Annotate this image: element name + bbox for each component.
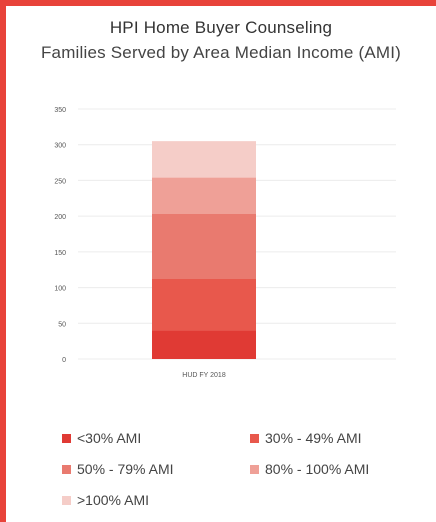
legend-item-50-79: 50% - 79% AMI [62,461,174,477]
legend-item-30-49: 30% - 49% AMI [250,430,362,446]
legend-swatch [250,464,259,474]
bar-segment [152,330,256,359]
y-tick-label: 50 [58,321,66,328]
bar-segment [152,177,256,214]
y-tick-label: 200 [54,214,66,221]
bar-segment [152,141,256,178]
legend-label: <30% AMI [77,430,142,446]
chart-card: HPI Home Buyer Counseling Families Serve… [6,6,436,522]
y-tick-label: 350 [54,107,66,114]
legend-swatch [62,464,71,474]
bar-segment [152,279,256,331]
y-tick-label: 250 [54,178,66,185]
legend-item-over-100: >100% AMI [62,492,149,508]
y-tick-label: 300 [54,143,66,150]
chart-title: HPI Home Buyer Counseling [109,18,333,37]
bar-segment [152,214,256,279]
legend-swatch [250,433,259,443]
y-tick-label: 0 [62,357,66,364]
legend-label: 80% - 100% AMI [265,461,370,477]
legend-swatch [62,433,71,443]
chart-subtitle: Families Served by Area Median Income (A… [40,43,402,62]
legend-label: >100% AMI [77,492,149,508]
y-tick-label: 150 [54,250,66,257]
y-tick-label: 100 [54,286,66,293]
legend-item-80-100: 80% - 100% AMI [250,461,369,477]
legend-item-under-30: <30% AMI [62,430,141,446]
stacked-bar-chart: 0 50 100 150 200 250 300 350 HUD FY 2018 [54,107,396,379]
legend-swatch [62,495,71,505]
legend-label: 30% - 49% AMI [265,430,362,446]
legend-label: 50% - 79% AMI [77,461,174,477]
x-category-label: HUD FY 2018 [182,372,226,379]
